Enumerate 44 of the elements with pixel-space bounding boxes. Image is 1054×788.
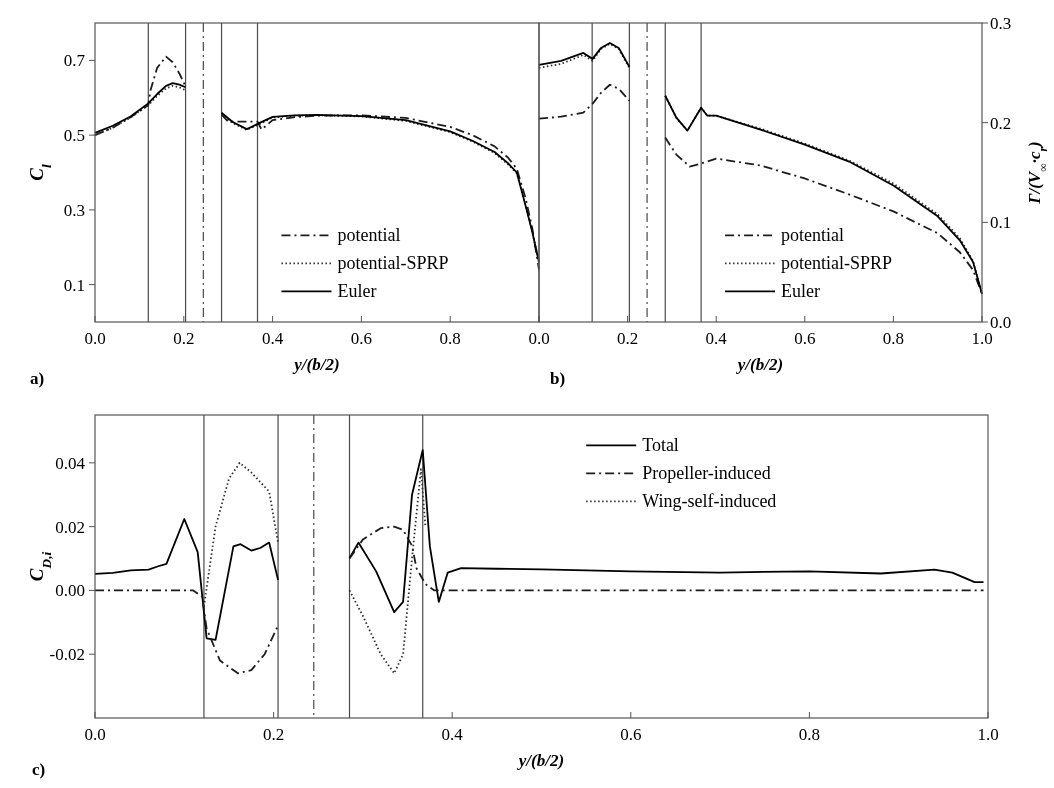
legend-label: Euler bbox=[781, 281, 821, 302]
text: a) bbox=[30, 369, 45, 388]
y-tick-label: 0.02 bbox=[55, 517, 85, 537]
x-tick-label: 0.4 bbox=[705, 329, 728, 348]
y-tick-label: -0.02 bbox=[49, 645, 85, 665]
y-tick-label: 0.3 bbox=[63, 200, 85, 220]
y-tick-label: 0.7 bbox=[63, 51, 86, 71]
x-tick-label: 0.4 bbox=[441, 725, 464, 744]
x-tick-label: 0.2 bbox=[616, 329, 639, 348]
legend-label: potential bbox=[781, 225, 845, 246]
x-tick-label: 0.2 bbox=[262, 725, 285, 744]
x-tick-label: 0.0 bbox=[84, 329, 106, 348]
x-tick-label: 0.6 bbox=[794, 329, 816, 348]
legend-label: potential-SPRP bbox=[337, 253, 449, 274]
x-tick-label: 0.4 bbox=[261, 329, 284, 348]
x-axis-title: y/(b/2) bbox=[292, 355, 340, 374]
legend-label: Propeller-induced bbox=[642, 463, 771, 484]
y2-tick-label: 0.2 bbox=[990, 113, 1012, 133]
y-tick-label: 0.5 bbox=[63, 126, 85, 146]
legend-label: Euler bbox=[337, 281, 377, 302]
x-tick-label: 0.6 bbox=[620, 725, 642, 744]
x-tick-label: 0.8 bbox=[798, 725, 821, 744]
y-tick-label: 0.1 bbox=[63, 275, 85, 295]
legend-label: Total bbox=[642, 435, 679, 456]
x-tick-label: 1.0 bbox=[977, 725, 999, 744]
x-tick-label: 1.0 bbox=[971, 329, 993, 348]
x-axis-title: y/(b/2) bbox=[735, 355, 784, 374]
x-tick-label: 0.8 bbox=[439, 329, 461, 348]
legend-label: Wing-self-induced bbox=[642, 491, 777, 512]
x-tick-label: 0.6 bbox=[350, 329, 373, 348]
legend-label: potential bbox=[337, 225, 401, 246]
y2-tick-label: 0.0 bbox=[990, 313, 1012, 332]
y2-tick-label: 0.3 bbox=[990, 14, 1012, 33]
text: c) bbox=[32, 760, 46, 779]
y2-tick-label: 0.1 bbox=[990, 213, 1012, 233]
text: b) bbox=[550, 369, 566, 388]
legend-label: potential-SPRP bbox=[781, 253, 893, 274]
x-tick-label: 0.2 bbox=[173, 329, 195, 348]
x-tick-label: 0.0 bbox=[84, 725, 106, 744]
x-tick-label: 0.8 bbox=[882, 329, 905, 348]
y-tick-label: 0.00 bbox=[55, 581, 85, 601]
x-tick-label: 0.0 bbox=[528, 329, 550, 348]
x-axis-title: y/(b/2) bbox=[516, 751, 565, 770]
y-tick-label: 0.04 bbox=[55, 453, 86, 473]
